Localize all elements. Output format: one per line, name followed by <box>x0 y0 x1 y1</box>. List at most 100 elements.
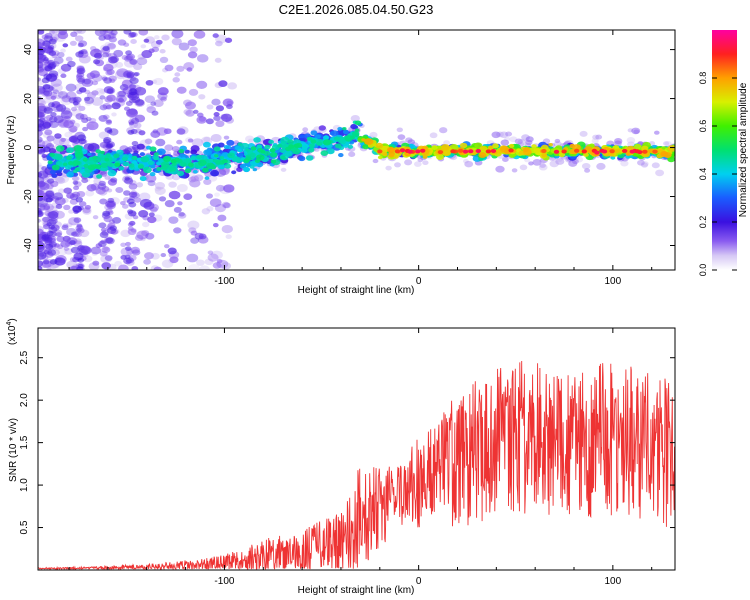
spectrogram-point <box>186 253 199 263</box>
spectrogram-point <box>63 246 70 252</box>
spectrogram-point <box>502 157 509 162</box>
spectrogram-point <box>62 43 69 48</box>
spectrogram-point <box>207 250 214 255</box>
spectrogram-frame <box>37 29 676 271</box>
spectrogram-point <box>114 260 122 267</box>
spectrogram-point <box>196 80 208 89</box>
spectrogram-point <box>249 165 255 169</box>
spectrogram-point <box>210 250 223 260</box>
spectrogram-point <box>63 204 71 211</box>
spectrogram-point <box>326 148 335 155</box>
spectrogram-point <box>196 259 205 266</box>
spectrogram-point <box>42 234 50 240</box>
spectrogram-point <box>252 167 258 172</box>
spectrogram-point <box>100 162 108 168</box>
spectrogram-point <box>117 90 127 97</box>
spectrogram-point <box>126 108 138 117</box>
spectrogram-point <box>287 139 294 145</box>
spectrogram-point <box>227 152 235 159</box>
spectrogram-point <box>55 204 63 209</box>
spectrogram-point <box>134 234 144 241</box>
spectrogram-point <box>223 184 235 193</box>
snr-y-tick-label: 0.5 <box>19 520 30 534</box>
snr-scale-exponent: 4 <box>6 322 13 326</box>
spectrogram-point <box>60 48 66 53</box>
spectrogram-point <box>203 178 212 185</box>
spectrogram-point <box>75 35 84 42</box>
spectrogram-point <box>211 98 221 106</box>
spectrogram-point <box>57 90 64 95</box>
spectrogram-x-label: Height of straight line (km) <box>298 285 415 296</box>
spectrogram-point <box>126 157 132 162</box>
spectrogram-point <box>99 198 108 205</box>
spectrogram-point <box>584 168 591 173</box>
spectrogram-point <box>92 215 99 220</box>
spectrogram-point <box>85 189 95 197</box>
spectrogram-point <box>93 52 103 59</box>
spectrogram-point <box>214 154 219 158</box>
spectrogram-point <box>198 94 206 100</box>
spectrogram-point <box>82 126 89 132</box>
snr-x-tick-label: 100 <box>605 576 622 587</box>
spectrogram-point <box>54 133 62 139</box>
spectrogram-point <box>155 138 166 147</box>
spectrogram-point <box>65 147 75 154</box>
spectrogram-point <box>457 148 464 153</box>
colorbar-tick-label: 0.0 <box>698 264 708 277</box>
spectrogram-point <box>111 112 117 117</box>
spectrogram-point <box>387 146 395 153</box>
spectrogram-point <box>413 161 422 167</box>
spectrogram-points <box>38 30 675 270</box>
spectrogram-point <box>364 138 374 145</box>
spectrogram-point <box>138 30 149 36</box>
spectrogram-point <box>221 224 233 234</box>
spectrogram-point <box>131 144 140 151</box>
spectrogram-point <box>281 140 286 145</box>
spectrogram-point <box>149 146 157 152</box>
snr-x-label: Height of straight line (km) <box>298 585 415 596</box>
spectrogram-point <box>187 51 198 59</box>
spectrogram-point <box>159 56 169 64</box>
spectrogram-point <box>96 174 103 179</box>
spectrogram-point <box>48 38 57 45</box>
spectrogram-point <box>210 169 220 177</box>
spectrogram-point <box>127 129 135 135</box>
spectrogram-point <box>144 95 156 104</box>
snr-ticks: -100 0 100 0.5 1.0 1.5 2.0 2.5 <box>19 328 675 587</box>
spectrogram-point <box>308 143 315 148</box>
spectrogram-point <box>614 149 620 154</box>
spectrogram-point <box>204 258 214 266</box>
spectrogram-point <box>491 131 501 139</box>
spectrogram-point <box>322 139 332 146</box>
spectrogram-point <box>48 50 57 56</box>
spectrogram-point <box>171 146 180 152</box>
spectrogram-point <box>38 218 41 223</box>
spectrogram-point <box>77 263 84 269</box>
spectrogram-point <box>404 159 413 166</box>
snr-x-tick-label: 0 <box>416 576 422 587</box>
spectrogram-point <box>464 160 474 168</box>
spectrogram-point <box>43 106 53 114</box>
spectrogram-point <box>581 149 587 154</box>
spectrogram-point <box>106 68 115 76</box>
spectrogram-point <box>437 150 444 155</box>
spectrogram-point <box>500 139 510 146</box>
spectrogram-point <box>53 153 63 161</box>
spectrogram-point <box>38 30 45 35</box>
spectrogram-point <box>140 156 150 163</box>
spectrogram-point <box>128 88 138 96</box>
spectrogram-point <box>128 183 138 190</box>
spectrogram-point <box>115 187 124 193</box>
spectrogram-point <box>106 88 114 94</box>
spectrogram-point <box>49 116 58 123</box>
spectrogram-point <box>55 232 62 237</box>
spectrogram-point <box>81 178 89 184</box>
spectrogram-point <box>106 119 112 124</box>
spectrogram-point <box>203 149 212 156</box>
spectrogram-point <box>48 217 58 225</box>
spectrogram-point <box>54 176 64 183</box>
spectrogram-point <box>442 149 452 157</box>
spectrogram-point <box>268 139 274 145</box>
spectrogram-point <box>338 153 344 158</box>
